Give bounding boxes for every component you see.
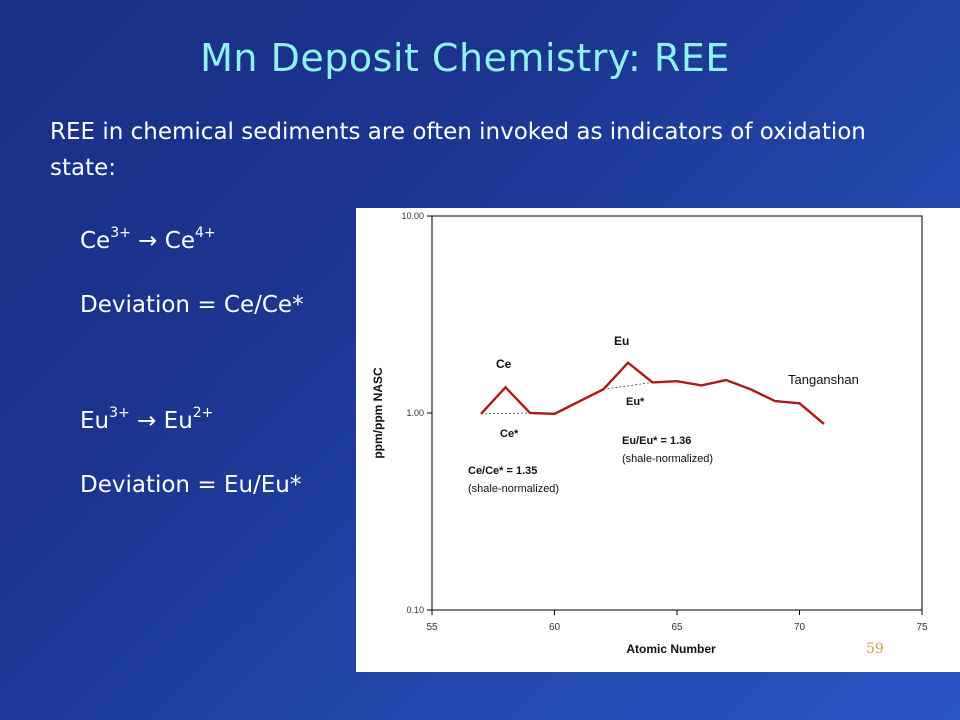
- x-tick-label: 60: [549, 622, 561, 633]
- y-tick-label: 10.00: [401, 211, 424, 221]
- annotation-ce-ratio: Ce/Ce* = 1.35: [468, 465, 537, 477]
- eu-deviation: Deviation = Eu/Eu*: [80, 472, 302, 498]
- y-tick-label: 1.00: [406, 408, 424, 418]
- slide-title: Mn Deposit Chemistry: REE: [200, 36, 730, 80]
- series-line: [480, 361, 825, 425]
- reference-line: [480, 412, 531, 415]
- x-tick-label: 55: [426, 622, 438, 633]
- ce-reaction-right: Ce: [164, 228, 195, 254]
- annotation-eu: Eu: [614, 334, 629, 348]
- intro-text: REE in chemical sediments are often invo…: [50, 119, 866, 181]
- arrow-icon: →: [138, 228, 158, 254]
- annotation-eu-ratio: Eu/Eu* = 1.36: [622, 435, 691, 447]
- annotation-ce-star: Ce*: [500, 428, 519, 440]
- eu-reaction-right-charge: 2+: [192, 405, 214, 422]
- y-tick-label: 0.10: [406, 605, 424, 615]
- x-tick-label: 70: [794, 622, 806, 633]
- ce-reaction-left-charge: 3+: [110, 225, 131, 242]
- eu-reaction-left: Eu: [80, 408, 110, 434]
- eu-reaction: Eu3+ → Eu2+: [80, 405, 214, 434]
- ce-reaction-left: Ce: [80, 228, 111, 254]
- reference-line: [603, 382, 653, 390]
- annotation-series-label: Tanganshan: [788, 372, 859, 387]
- x-axis-title: Atomic Number: [626, 642, 716, 656]
- ce-reaction-right-charge: 4+: [194, 225, 216, 242]
- x-tick-label: 75: [916, 622, 928, 633]
- annotation-ce-note: (shale-normalized): [468, 483, 559, 495]
- annotation-eu-note: (shale-normalized): [622, 453, 713, 465]
- eu-reaction-right: Eu: [163, 408, 193, 434]
- arrow-icon: →: [137, 408, 157, 434]
- ce-deviation: Deviation = Ce/Ce*: [80, 292, 304, 318]
- eu-reaction-left-charge: 3+: [109, 405, 130, 422]
- y-axis-title: ppm/ppm NASC: [371, 367, 385, 459]
- annotation-eu-star: Eu*: [626, 396, 645, 408]
- x-tick-label: 65: [671, 622, 683, 633]
- ree-chart-panel: 55 60 65 70 75 0.10 1.00 10.00 Atomic Number ppm/…: [356, 208, 960, 672]
- page-number: 59: [866, 641, 884, 657]
- ce-reaction: Ce3+ → Ce4+: [80, 225, 216, 254]
- plot-frame: [431, 215, 923, 611]
- annotation-ce: Ce: [496, 357, 512, 371]
- ree-chart: 55 60 65 70 75 0.10 1.00 10.00 Atomic Number ppm/…: [371, 211, 928, 656]
